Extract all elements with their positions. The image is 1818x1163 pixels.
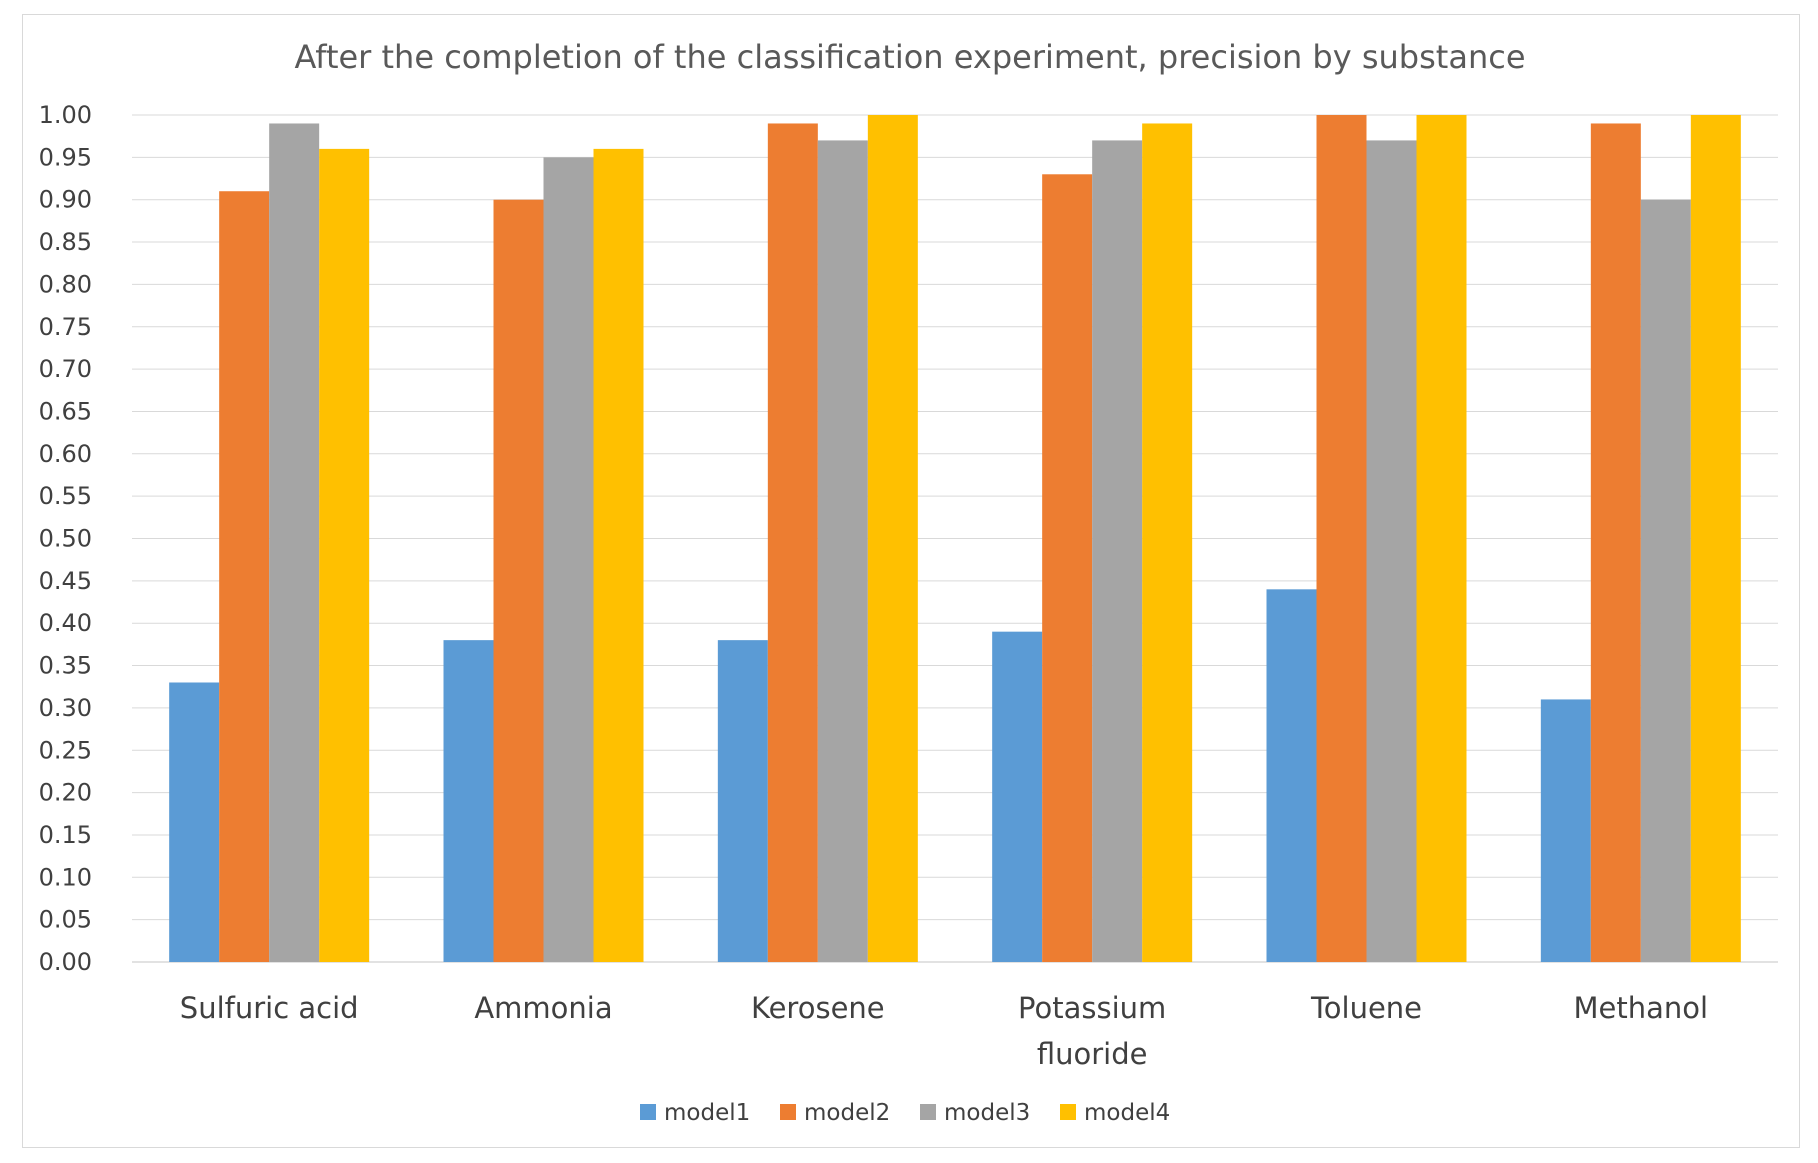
bar-model3 bbox=[1092, 140, 1143, 962]
bar-model4 bbox=[867, 115, 918, 962]
bar-model1 bbox=[992, 631, 1043, 962]
y-tick-label: 0.65 bbox=[39, 397, 92, 425]
bar-model2 bbox=[767, 123, 818, 963]
y-tick-label: 0.60 bbox=[39, 440, 92, 468]
bar-model1 bbox=[1266, 589, 1317, 962]
y-tick-label: 1.00 bbox=[39, 101, 92, 129]
y-tick-label: 0.50 bbox=[39, 525, 92, 553]
legend-swatch-model1 bbox=[640, 1104, 656, 1120]
y-tick-label: 0.35 bbox=[39, 652, 92, 680]
x-category-label: Potassium bbox=[1018, 991, 1166, 1025]
x-category-label: fluoride bbox=[1037, 1037, 1148, 1071]
legend-label-model2: model2 bbox=[804, 1100, 890, 1126]
y-tick-label: 0.80 bbox=[39, 270, 92, 298]
bar-model2 bbox=[1590, 123, 1641, 963]
y-tick-label: 0.70 bbox=[39, 355, 92, 383]
x-category-label: Toluene bbox=[1310, 991, 1422, 1025]
x-category-label: Methanol bbox=[1574, 991, 1709, 1025]
legend: model1 model2 model3 model4 bbox=[640, 1100, 1170, 1126]
legend-label-model1: model1 bbox=[664, 1100, 750, 1126]
bar-model2 bbox=[1316, 115, 1367, 962]
y-tick-label: 0.45 bbox=[39, 567, 92, 595]
y-tick-label: 0.55 bbox=[39, 482, 92, 510]
bar-model4 bbox=[319, 148, 370, 962]
bar-model1 bbox=[1540, 699, 1591, 962]
x-category-label: Ammonia bbox=[474, 991, 612, 1025]
legend-label-model3: model3 bbox=[944, 1100, 1030, 1126]
bar-model1 bbox=[169, 682, 220, 962]
bar-model2 bbox=[493, 199, 544, 962]
bars bbox=[169, 115, 1741, 963]
legend-swatch-model3 bbox=[920, 1104, 936, 1120]
bar-model2 bbox=[1042, 174, 1093, 963]
y-tick-label: 0.40 bbox=[39, 609, 92, 637]
y-axis-ticks: 0.00 0.05 0.10 0.15 0.20 0.25 0.30 0.35 0.40 0.45… bbox=[39, 101, 92, 976]
legend-swatch-model2 bbox=[780, 1104, 796, 1120]
y-tick-label: 0.15 bbox=[39, 821, 92, 849]
y-tick-label: 0.20 bbox=[39, 779, 92, 807]
bar-model1 bbox=[717, 640, 768, 962]
y-tick-label: 0.05 bbox=[39, 906, 92, 934]
legend-label-model4: model4 bbox=[1084, 1100, 1170, 1126]
y-tick-label: 0.90 bbox=[39, 186, 92, 214]
y-tick-label: 0.10 bbox=[39, 863, 92, 891]
y-tick-label: 0.95 bbox=[39, 143, 92, 171]
bar-model3 bbox=[1640, 199, 1691, 962]
x-axis-categories: Sulfuric acid Ammonia Kerosene Potassium flu… bbox=[180, 991, 1708, 1071]
bar-model3 bbox=[1366, 140, 1417, 962]
bar-model3 bbox=[817, 140, 868, 962]
bar-model4 bbox=[1416, 115, 1467, 962]
y-tick-label: 0.75 bbox=[39, 313, 92, 341]
bar-model3 bbox=[269, 123, 320, 963]
y-tick-label: 0.85 bbox=[39, 228, 92, 256]
x-category-label: Kerosene bbox=[751, 991, 885, 1025]
bar-model3 bbox=[543, 157, 594, 963]
y-tick-label: 0.00 bbox=[39, 948, 92, 976]
gridlines bbox=[132, 114, 1778, 963]
y-tick-label: 0.25 bbox=[39, 736, 92, 764]
x-category-label: Sulfuric acid bbox=[180, 991, 359, 1025]
bar-model4 bbox=[1142, 123, 1193, 963]
bar-model1 bbox=[443, 640, 494, 962]
legend-swatch-model4 bbox=[1060, 1104, 1076, 1120]
chart-title: After the completion of the classificati… bbox=[294, 38, 1525, 76]
y-tick-label: 0.30 bbox=[39, 694, 92, 722]
bar-model4 bbox=[1690, 115, 1741, 962]
bar-model4 bbox=[593, 148, 644, 962]
bar-model2 bbox=[219, 191, 270, 963]
